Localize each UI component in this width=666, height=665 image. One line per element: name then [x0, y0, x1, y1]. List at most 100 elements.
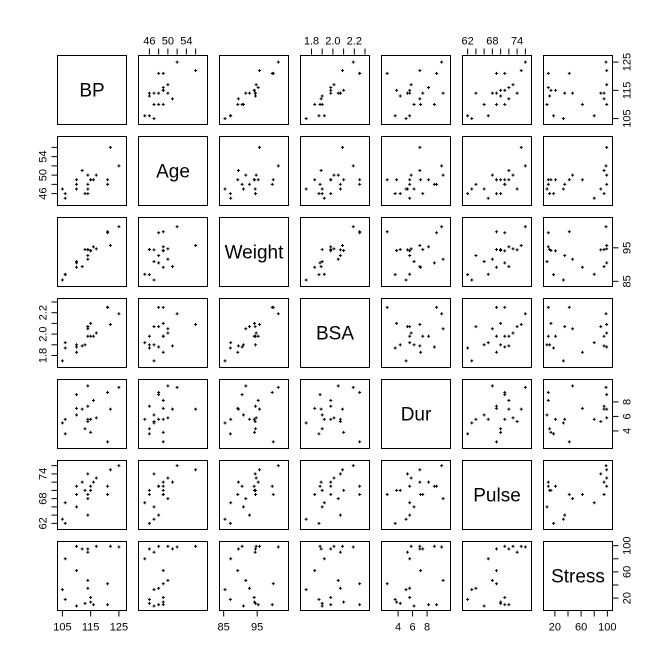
data-point [63, 346, 67, 350]
data-point [194, 407, 198, 411]
data-point [408, 334, 412, 338]
panel-frame [219, 541, 289, 611]
data-point [89, 600, 93, 604]
data-point [143, 272, 147, 276]
data-point [117, 225, 121, 229]
panel-stress-vs-bp [57, 541, 127, 611]
data-point [418, 243, 422, 247]
data-point [523, 164, 527, 168]
panel-pulse-vs-bsa [300, 460, 370, 530]
data-point [599, 472, 603, 476]
data-point [580, 178, 584, 182]
data-point [482, 343, 486, 347]
tick-label-bottom-dur: 6 [410, 622, 416, 634]
data-point [495, 192, 498, 196]
data-point [486, 417, 490, 421]
data-point [258, 468, 262, 472]
data-point [152, 588, 156, 592]
panel-age-vs-weight [219, 136, 289, 206]
data-point [318, 102, 322, 106]
data-point [75, 604, 79, 608]
data-point [304, 421, 308, 425]
data-point [254, 173, 258, 177]
tick-label-bottom-bp: 115 [82, 622, 100, 634]
data-point [515, 325, 519, 329]
data-point [545, 505, 549, 509]
panel-bsa-vs-stress [543, 298, 613, 368]
data-point [332, 173, 336, 177]
data-point [503, 595, 507, 599]
data-point [412, 187, 416, 191]
data-point [605, 345, 609, 349]
data-point [161, 249, 165, 253]
data-point [602, 192, 606, 196]
data-point [108, 407, 112, 411]
data-point [571, 257, 575, 261]
data-point [395, 321, 399, 325]
data-point [152, 102, 156, 106]
panel-weight-vs-dur [381, 217, 451, 287]
data-point [499, 321, 503, 325]
data-point [329, 404, 333, 408]
data-point [161, 569, 165, 573]
data-point [223, 187, 227, 191]
data-point [317, 521, 321, 525]
data-point [157, 417, 161, 421]
data-point [157, 254, 161, 258]
data-point [474, 182, 478, 186]
tick-label-right-stress: 20 [622, 592, 634, 604]
panel-age-vs-dur [381, 136, 451, 206]
data-point [89, 321, 93, 325]
data-point [398, 343, 402, 347]
data-point [519, 322, 523, 326]
data-point [236, 493, 240, 496]
data-point [254, 488, 258, 492]
data-point [157, 513, 161, 517]
panel-frame [138, 136, 208, 206]
data-point [80, 407, 84, 411]
variable-label-dur: Dur [401, 405, 432, 426]
data-point [546, 334, 550, 338]
data-point [89, 249, 93, 253]
data-point [358, 440, 362, 444]
data-point [108, 468, 112, 472]
data-point [507, 169, 511, 172]
data-point [161, 430, 165, 434]
data-point [319, 97, 323, 101]
data-point [252, 178, 256, 182]
data-point [147, 114, 151, 118]
data-point [304, 117, 308, 121]
data-point [599, 248, 603, 252]
data-point [276, 464, 280, 468]
data-point [546, 398, 550, 402]
data-point [427, 86, 431, 90]
data-point [592, 114, 596, 118]
data-point [271, 71, 275, 75]
data-point [147, 601, 151, 605]
data-point [470, 187, 474, 191]
data-point [171, 344, 174, 348]
data-point [385, 305, 389, 309]
tick-label-top-pulse: 68 [486, 36, 498, 48]
data-point [549, 321, 553, 325]
panel-weight-vs-weight: Weight [219, 217, 289, 287]
data-point [605, 476, 609, 480]
data-point [408, 484, 412, 488]
data-point [495, 247, 498, 251]
tick-label-right-stress: 60 [622, 566, 634, 578]
data-point [432, 182, 436, 186]
data-point [322, 417, 326, 421]
data-point [108, 145, 112, 149]
data-point [313, 569, 317, 573]
data-point [254, 334, 258, 338]
data-point [106, 603, 110, 607]
variable-label-bsa: BSA [316, 324, 354, 345]
data-point [171, 265, 174, 269]
data-point [157, 484, 161, 488]
data-point [166, 91, 170, 95]
data-point [60, 421, 64, 425]
data-point [194, 544, 198, 548]
data-point [313, 406, 317, 410]
data-point [254, 94, 258, 98]
data-point [304, 517, 308, 521]
